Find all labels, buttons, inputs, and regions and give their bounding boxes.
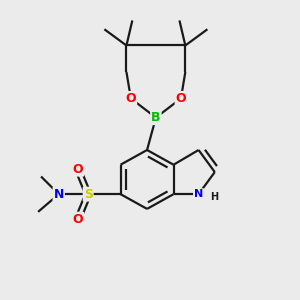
Text: H: H bbox=[210, 192, 218, 202]
Text: O: O bbox=[73, 213, 83, 226]
Text: O: O bbox=[125, 92, 136, 105]
Text: B: B bbox=[151, 111, 160, 124]
Text: S: S bbox=[84, 188, 93, 201]
Text: N: N bbox=[53, 188, 64, 201]
Text: O: O bbox=[73, 163, 83, 176]
Text: O: O bbox=[176, 92, 186, 105]
Text: N: N bbox=[194, 189, 203, 199]
